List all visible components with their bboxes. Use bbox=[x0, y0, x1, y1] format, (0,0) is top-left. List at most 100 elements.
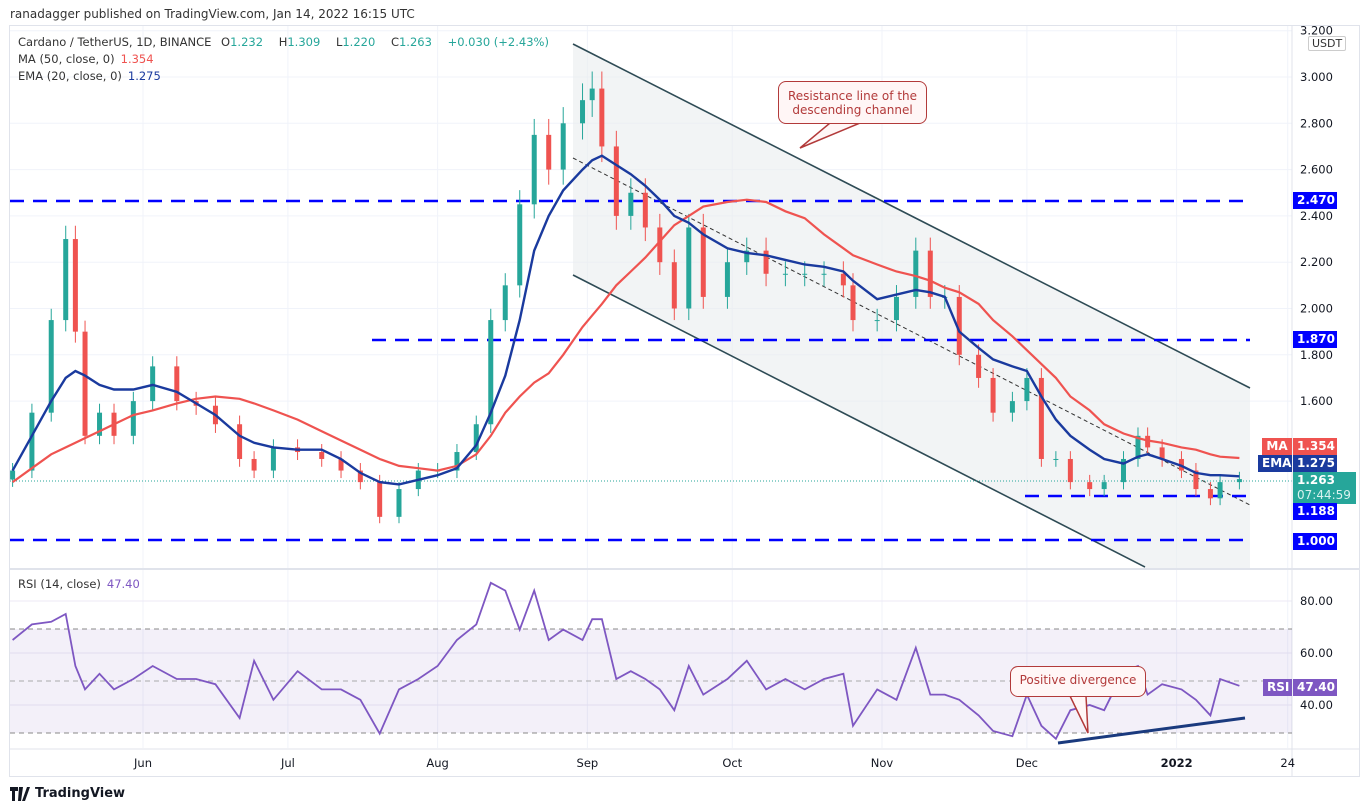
candle-body bbox=[377, 482, 383, 517]
divergence-callout[interactable]: Positive divergence bbox=[1010, 666, 1146, 697]
candle-body bbox=[613, 146, 619, 216]
rsi-legend[interactable]: RSI (14, close) 47.40 bbox=[18, 577, 140, 591]
candle-body bbox=[850, 285, 856, 321]
level-1870-tag: 1.870 bbox=[1293, 331, 1337, 348]
candle-body bbox=[357, 470, 363, 483]
open-value: 1.232 bbox=[230, 35, 264, 49]
candle-body bbox=[174, 366, 180, 402]
candle-body bbox=[473, 424, 479, 453]
close-value: 1.263 bbox=[398, 35, 432, 49]
candle-body bbox=[642, 192, 648, 228]
price-tick-label: 1.800 bbox=[1300, 348, 1333, 362]
high-value: 1.309 bbox=[287, 35, 321, 49]
candle-body bbox=[82, 331, 88, 436]
change-value: +0.030 (+2.43%) bbox=[447, 35, 549, 49]
candle-body bbox=[130, 401, 136, 436]
candle-body bbox=[686, 227, 692, 309]
candle-body bbox=[1038, 377, 1044, 459]
candle-body bbox=[1236, 479, 1242, 483]
candle-body bbox=[338, 458, 344, 471]
tradingview-logo[interactable]: TradingView bbox=[10, 786, 125, 801]
ma-legend[interactable]: MA (50, close, 0) 1.354 bbox=[18, 52, 154, 66]
rsi-line bbox=[12, 581, 1240, 741]
candle-body bbox=[1159, 447, 1165, 459]
price-tick-label: 2.800 bbox=[1300, 116, 1333, 130]
candle-body bbox=[1009, 401, 1015, 413]
time-tick-label: Aug bbox=[426, 756, 448, 770]
price-tick-label: 2.600 bbox=[1300, 163, 1333, 177]
candle-body bbox=[821, 273, 827, 275]
tradingview-logo-icon bbox=[10, 786, 30, 801]
candle-body bbox=[990, 377, 996, 413]
candle-body bbox=[63, 239, 69, 321]
rsi-tick-label: 80.00 bbox=[1300, 594, 1333, 608]
candle-body bbox=[976, 354, 982, 378]
candle-body bbox=[782, 273, 788, 275]
level-1000-tag: 1.000 bbox=[1293, 533, 1337, 550]
candle-body bbox=[29, 412, 35, 471]
candle-body bbox=[802, 273, 808, 275]
candle-body bbox=[396, 489, 402, 517]
candle-body bbox=[1120, 458, 1126, 483]
candle-body bbox=[531, 134, 537, 205]
candle-body bbox=[913, 250, 919, 297]
candle-body bbox=[580, 100, 586, 124]
time-tick-label: Nov bbox=[871, 756, 894, 770]
candle-body bbox=[589, 88, 595, 101]
candle-body bbox=[10, 470, 16, 480]
candle-body bbox=[956, 296, 962, 355]
time-tick-label: Oct bbox=[722, 756, 742, 770]
candle-body bbox=[893, 296, 899, 321]
resistance-callout[interactable]: Resistance line of the descending channe… bbox=[778, 81, 927, 124]
time-tick-label: 2022 bbox=[1161, 756, 1193, 770]
symbol-name[interactable]: Cardano / TetherUS, 1D, BINANCE bbox=[18, 35, 212, 49]
candle-body bbox=[1193, 470, 1199, 490]
candle-body bbox=[628, 192, 634, 216]
channel-support-line[interactable] bbox=[572, 274, 1146, 568]
ma-tag-name: MA bbox=[1262, 438, 1292, 455]
ema-tag-name: EMA bbox=[1258, 455, 1292, 472]
candle-body bbox=[1217, 482, 1223, 499]
candle-body bbox=[97, 412, 103, 436]
candle-body bbox=[874, 320, 880, 322]
price-tick-label: 2.200 bbox=[1300, 255, 1333, 269]
price-tick-label: 3.200 bbox=[1300, 24, 1333, 38]
chart-frame bbox=[9, 25, 1360, 777]
rsi-value-tag: 47.40 bbox=[1293, 679, 1337, 696]
resistance-callout-pointer bbox=[799, 122, 861, 149]
price-tick-label: 2.000 bbox=[1300, 302, 1333, 316]
ma50-line bbox=[11, 198, 1240, 483]
level-2470-tag: 2.470 bbox=[1293, 192, 1337, 209]
candle-body bbox=[502, 285, 508, 321]
candle-body bbox=[251, 458, 257, 471]
candle-body bbox=[1024, 377, 1030, 402]
candle-body bbox=[560, 123, 566, 170]
low-value: 1.220 bbox=[342, 35, 376, 49]
price-tick-label: 1.600 bbox=[1300, 394, 1333, 408]
candle-body bbox=[724, 262, 730, 297]
channel-resistance-line[interactable] bbox=[572, 43, 1251, 389]
symbol-legend: Cardano / TetherUS, 1D, BINANCE O1.232 H… bbox=[18, 35, 549, 49]
candle-body bbox=[237, 424, 243, 459]
candle-body bbox=[454, 452, 460, 471]
published-by: ranadagger published on TradingView.com,… bbox=[10, 7, 415, 21]
candle-body bbox=[546, 134, 552, 170]
axes: 3.200 3.000 2.800 2.600 2.400 2.200 2.000 1.800… bbox=[133, 24, 1333, 770]
time-tick-label: 24 bbox=[1280, 756, 1295, 770]
currency-label: USDT bbox=[1308, 36, 1347, 51]
candle-body bbox=[763, 250, 769, 274]
candle-body bbox=[488, 320, 494, 425]
channel-midline[interactable] bbox=[572, 157, 1251, 506]
candle-body bbox=[48, 320, 54, 413]
rsi-divergence-trendline[interactable] bbox=[1057, 716, 1246, 745]
candle-body bbox=[1053, 458, 1059, 460]
candle-body bbox=[1207, 489, 1213, 499]
candle-body bbox=[927, 250, 933, 297]
ema-legend[interactable]: EMA (20, close, 0) 1.275 bbox=[18, 69, 161, 83]
candle-body bbox=[744, 250, 750, 263]
price-tick-label: 2.400 bbox=[1300, 209, 1333, 223]
time-tick-label: Jul bbox=[280, 756, 295, 770]
candle-body bbox=[657, 227, 663, 263]
candle-body bbox=[319, 452, 325, 459]
